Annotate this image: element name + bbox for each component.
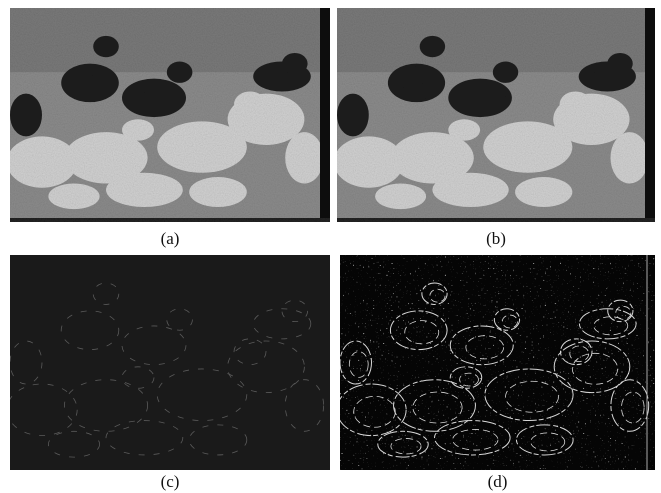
player — [388, 64, 445, 103]
bottom-bar — [337, 218, 655, 222]
panel: (c) — [7, 255, 330, 491]
player — [493, 61, 518, 82]
caption: (a) — [161, 229, 180, 248]
player — [122, 79, 186, 118]
player — [189, 177, 247, 207]
player — [337, 94, 369, 137]
player — [93, 36, 119, 57]
image — [7, 255, 330, 470]
image — [334, 8, 655, 222]
player — [122, 119, 154, 140]
player — [420, 36, 445, 57]
panel: (b) — [334, 8, 655, 248]
player — [515, 177, 572, 207]
player — [157, 121, 247, 172]
player — [282, 53, 308, 74]
player — [375, 183, 426, 209]
caption: (c) — [161, 472, 180, 491]
player — [560, 91, 592, 117]
player — [607, 53, 632, 74]
player — [448, 119, 480, 140]
player — [61, 64, 119, 103]
player — [334, 136, 404, 187]
photo — [334, 8, 655, 222]
player — [10, 94, 42, 137]
player — [7, 136, 77, 187]
figure: (a) (b) (c) (d) — [0, 0, 661, 493]
image — [7, 8, 330, 222]
panel: (a) — [7, 8, 330, 248]
edge-bar — [645, 8, 655, 222]
panel: (d) — [337, 255, 655, 491]
page: (a)(b)(c)(d) (() => { const data = JSON.… — [0, 0, 661, 493]
photo — [7, 8, 330, 222]
player — [448, 79, 512, 118]
specks — [340, 255, 655, 470]
caption: (b) — [486, 229, 506, 248]
player — [167, 61, 193, 82]
edge-bar — [320, 8, 330, 222]
caption: (d) — [488, 472, 508, 491]
image — [337, 255, 655, 470]
bottom-bar — [10, 218, 330, 222]
player — [610, 132, 648, 183]
player — [106, 173, 183, 207]
player — [432, 173, 508, 207]
player — [285, 132, 323, 183]
player — [234, 91, 266, 117]
player — [483, 121, 572, 172]
player — [48, 183, 99, 209]
background — [10, 255, 330, 470]
